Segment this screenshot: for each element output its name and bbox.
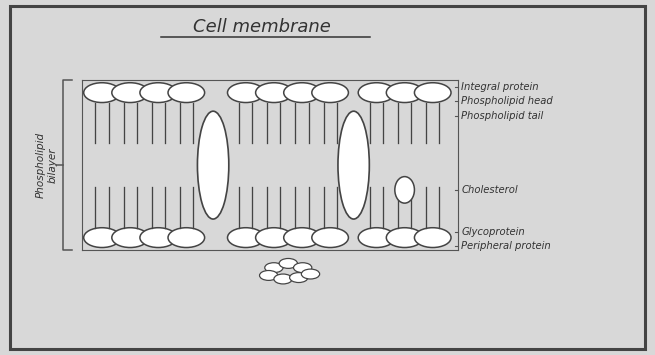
Circle shape [255,228,292,247]
Circle shape [284,83,320,103]
Ellipse shape [338,111,369,219]
Circle shape [386,228,423,247]
Circle shape [284,228,320,247]
Circle shape [358,228,395,247]
Circle shape [140,228,176,247]
Circle shape [140,83,176,103]
Circle shape [259,271,278,280]
Circle shape [255,83,292,103]
Circle shape [227,83,264,103]
Circle shape [301,269,320,279]
Circle shape [168,83,204,103]
Circle shape [358,83,395,103]
Circle shape [227,228,264,247]
Text: Phospholipid tail: Phospholipid tail [462,111,544,121]
Text: Peripheral protein: Peripheral protein [462,241,552,251]
Circle shape [84,83,121,103]
Text: Cholesterol: Cholesterol [462,185,518,195]
Text: Phospholipid
bilayer: Phospholipid bilayer [35,132,57,198]
Circle shape [112,83,149,103]
Circle shape [415,228,451,247]
Circle shape [274,274,292,284]
Text: Glycoprotein: Glycoprotein [462,227,525,237]
Text: Phospholipid head: Phospholipid head [462,97,553,106]
Circle shape [84,228,121,247]
Circle shape [279,258,297,268]
Ellipse shape [395,177,415,203]
Circle shape [312,228,348,247]
Text: Cell membrane: Cell membrane [193,18,331,36]
Circle shape [293,263,312,273]
Circle shape [415,83,451,103]
Circle shape [290,273,308,283]
Circle shape [386,83,423,103]
Circle shape [312,83,348,103]
Circle shape [168,228,204,247]
Ellipse shape [197,111,229,219]
Circle shape [112,228,149,247]
Circle shape [265,263,283,273]
Text: Integral protein: Integral protein [462,82,539,92]
